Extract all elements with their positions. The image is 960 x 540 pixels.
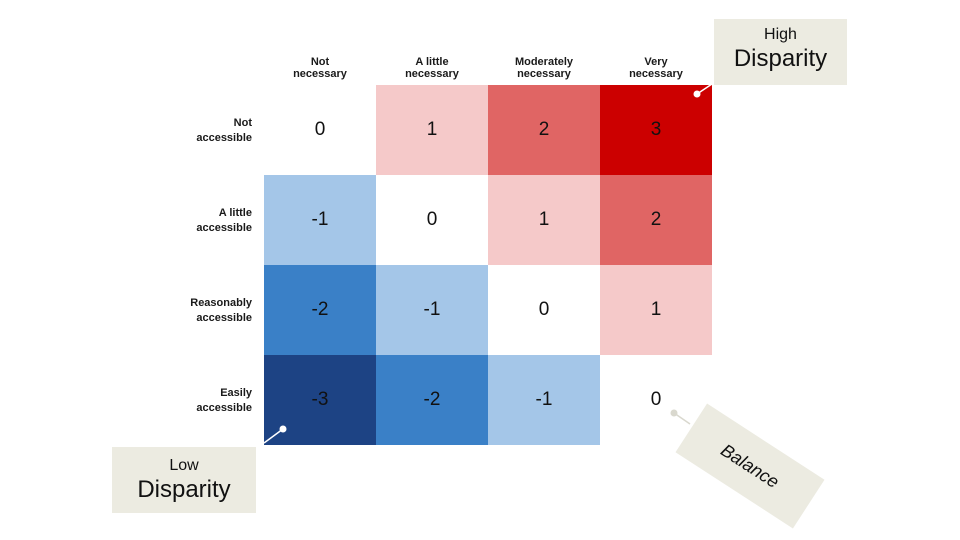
heatmap-cell: -2 (376, 355, 488, 445)
row-header-line2: accessible (196, 222, 252, 234)
heatmap-cell-value: -1 (535, 389, 553, 410)
column-header-line2: necessary (405, 68, 459, 80)
heatmap-cell-value: -1 (423, 299, 441, 320)
row-header-line2: accessible (196, 402, 252, 414)
row-header-reasonably-accessible: Reasonably accessible (150, 296, 252, 326)
heatmap-cell: -1 (488, 355, 600, 445)
balance-callout: Balance (675, 403, 825, 529)
heatmap-cell: 2 (488, 85, 600, 175)
heatmap-cell-value: 1 (538, 209, 550, 230)
column-header-very-necessary: Very necessary (600, 56, 712, 80)
heatmap-cell: 0 (600, 355, 712, 445)
heatmap-cell: -1 (376, 265, 488, 355)
high-disparity-callout: High Disparity (714, 19, 847, 85)
row-header-a-little-accessible: A little accessible (150, 206, 252, 236)
heatmap-cell-value: 0 (426, 209, 438, 230)
column-header-line2: necessary (517, 68, 571, 80)
row-header-easily-accessible: Easily accessible (150, 386, 252, 416)
heatmap-cell: 1 (600, 265, 712, 355)
heatmap-cell-value: 2 (650, 209, 662, 230)
row-header-line2: accessible (196, 132, 252, 144)
low-callout-line2: Disparity (137, 476, 231, 503)
heatmap-cell-value: 1 (650, 299, 662, 320)
heatmap-cell-value: 0 (314, 119, 326, 140)
heatmap-cell-value: -2 (311, 299, 329, 320)
low-callout-line1: Low (169, 457, 199, 474)
column-header-line2: necessary (629, 68, 683, 80)
heatmap-cell: 1 (376, 85, 488, 175)
high-callout-line2: Disparity (733, 45, 828, 72)
column-header-line2: necessary (293, 68, 347, 80)
heatmap-cell: 2 (600, 175, 712, 265)
column-header-a-little-necessary: A little necessary (376, 56, 488, 80)
heatmap-cell: 0 (488, 265, 600, 355)
heatmap-cell: -1 (264, 175, 376, 265)
row-header-line1: A little (218, 207, 252, 219)
heatmap-cell: -2 (264, 265, 376, 355)
heatmap-cell: 0 (376, 175, 488, 265)
balance-callout-label: Balance (717, 439, 784, 492)
heatmap-cell-value: 0 (650, 389, 662, 410)
row-header-not-accessible: Not accessible (150, 116, 252, 146)
low-disparity-callout: Low Disparity (112, 447, 256, 513)
column-header-not-necessary: Not necessary (264, 56, 376, 80)
row-header-line1: Reasonably (190, 297, 252, 309)
heatmap-cell-value: 2 (538, 119, 550, 140)
heatmap-cell-value: -2 (423, 389, 441, 410)
high-callout-line1: High (764, 26, 797, 43)
column-header-line1: Moderately (514, 56, 574, 68)
heatmap-cell-value: 3 (650, 119, 662, 140)
heatmap-cell-value: -1 (311, 209, 329, 230)
heatmap-cell-value: 0 (538, 299, 550, 320)
row-header-line2: accessible (196, 312, 252, 324)
heatmap-cell: -3 (264, 355, 376, 445)
column-header-line1: Very (644, 56, 668, 68)
heatmap-cell: 1 (488, 175, 600, 265)
column-header-line1: A little (415, 56, 449, 68)
row-header-line1: Easily (220, 387, 252, 399)
column-header-moderately-necessary: Moderately necessary (488, 56, 600, 80)
row-header-line1: Not (233, 117, 252, 129)
heatmap-cell: 0 (264, 85, 376, 175)
heatmap-cell-value: -3 (311, 389, 329, 410)
heatmap-cell: 3 (600, 85, 712, 175)
column-header-line1: Not (310, 56, 330, 68)
heatmap-cell-value: 1 (426, 119, 438, 140)
